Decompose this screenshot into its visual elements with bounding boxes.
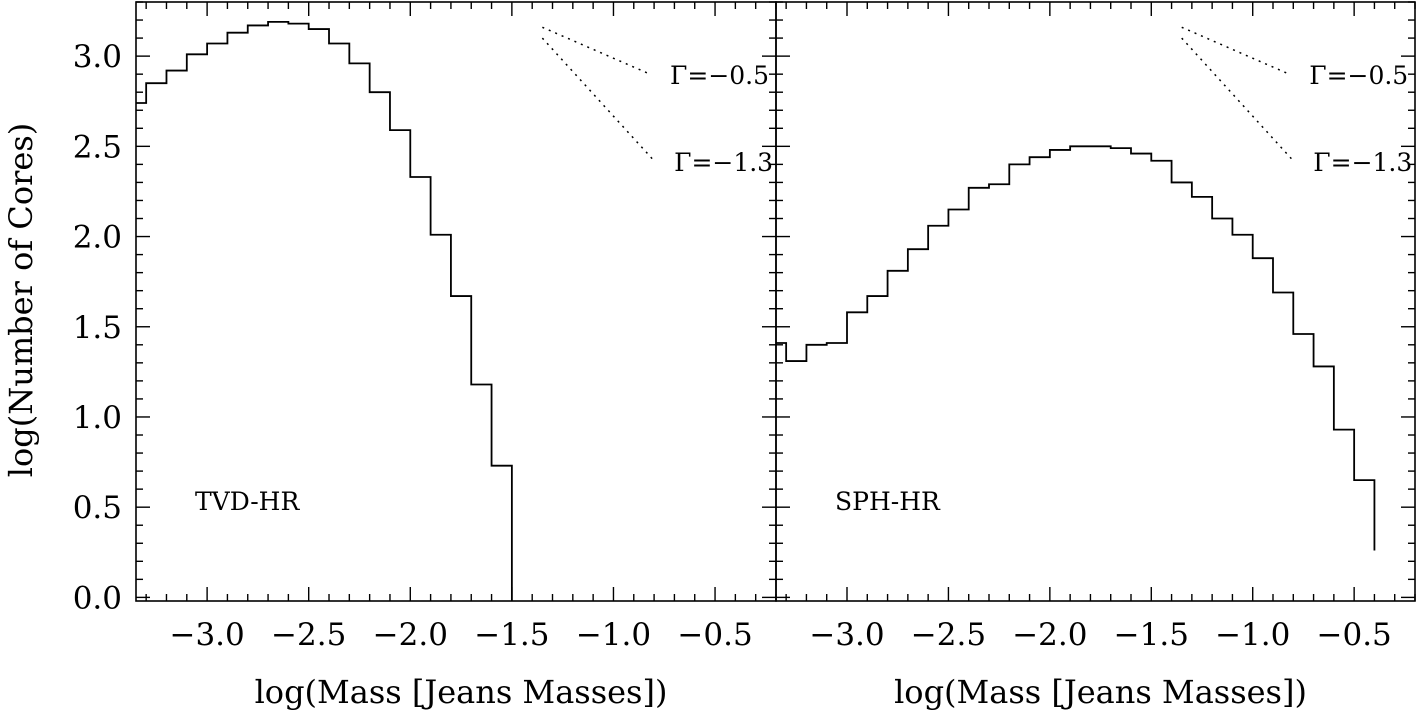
panel-2-slope-line-2: [1181, 37, 1294, 162]
panel-1-x-axis-title: log(Mass [Jeans Masses]): [255, 673, 668, 711]
panel-1-label: TVD-HR: [195, 487, 300, 516]
panel-1-y-tick-label: 1.5: [73, 310, 122, 346]
panel-1-y-tick-label: 3.0: [73, 39, 122, 75]
panel-1-y-tick-label: 0.0: [73, 580, 122, 616]
panel-1-x-tick-label: −3.0: [169, 617, 244, 653]
panel-2-x-tick-label: −1.5: [1114, 617, 1189, 653]
panel-1-slope-label-2: Γ=−1.3: [674, 148, 773, 177]
panel-2-x-tick-label: −2.5: [911, 617, 986, 653]
y-axis-title: log(Number of Cores): [2, 123, 40, 477]
panel-2-slope-label-1: Γ=−0.5: [1309, 61, 1408, 90]
panel-1-y-tick-label: 2.5: [73, 129, 122, 165]
panel-2-x-tick-label: −2.0: [1012, 617, 1087, 653]
panel-2-frame: [775, 1, 1416, 602]
panel-1-x-tick-label: −1.5: [474, 617, 549, 653]
panel-1-slope-label-1: Γ=−0.5: [670, 61, 769, 90]
panel-1-slope-line-1: [542, 26, 651, 75]
panel-sph-hr: −3.0 −2.5 −2.0 −1.5 −1.0 −0.5 log(Mass [Jeans …: [775, 1, 1416, 711]
panel-2-x-axis-title: log(Mass [Jeans Masses]): [894, 673, 1307, 711]
panel-1-y-tick-label: 2.0: [73, 220, 122, 256]
panel-1-y-tick-label: 1.0: [73, 400, 122, 436]
panel-2-slope-line-1: [1181, 26, 1290, 75]
panel-1-x-tick-label: −1.0: [576, 617, 651, 653]
panel-2-x-tick-label: −0.5: [1317, 617, 1392, 653]
panel-2-slope-label-2: Γ=−1.3: [1313, 148, 1412, 177]
panel-2-x-tick-label: −3.0: [809, 617, 884, 653]
panel-1-slope-line-2: [541, 37, 655, 162]
panel-1-x-tick-label: −0.5: [677, 617, 752, 653]
panel-tvd-hr: −3.0 −2.5 −2.0 −1.5 −1.0 −0.5 0.0 0.5 1.0 1.5 2.0 2…: [73, 1, 777, 711]
panel-1-histogram-line: [136, 20, 513, 601]
panel-1-y-tick-label: 0.5: [73, 490, 122, 526]
panel-1-x-tick-label: −2.0: [373, 617, 448, 653]
panel-2-label: SPH-HR: [835, 487, 941, 516]
panel-1-x-tick-label: −2.5: [271, 617, 346, 653]
panel-2-x-tick-label: −1.0: [1215, 617, 1290, 653]
panel-2-histogram-line: [776, 145, 1376, 551]
